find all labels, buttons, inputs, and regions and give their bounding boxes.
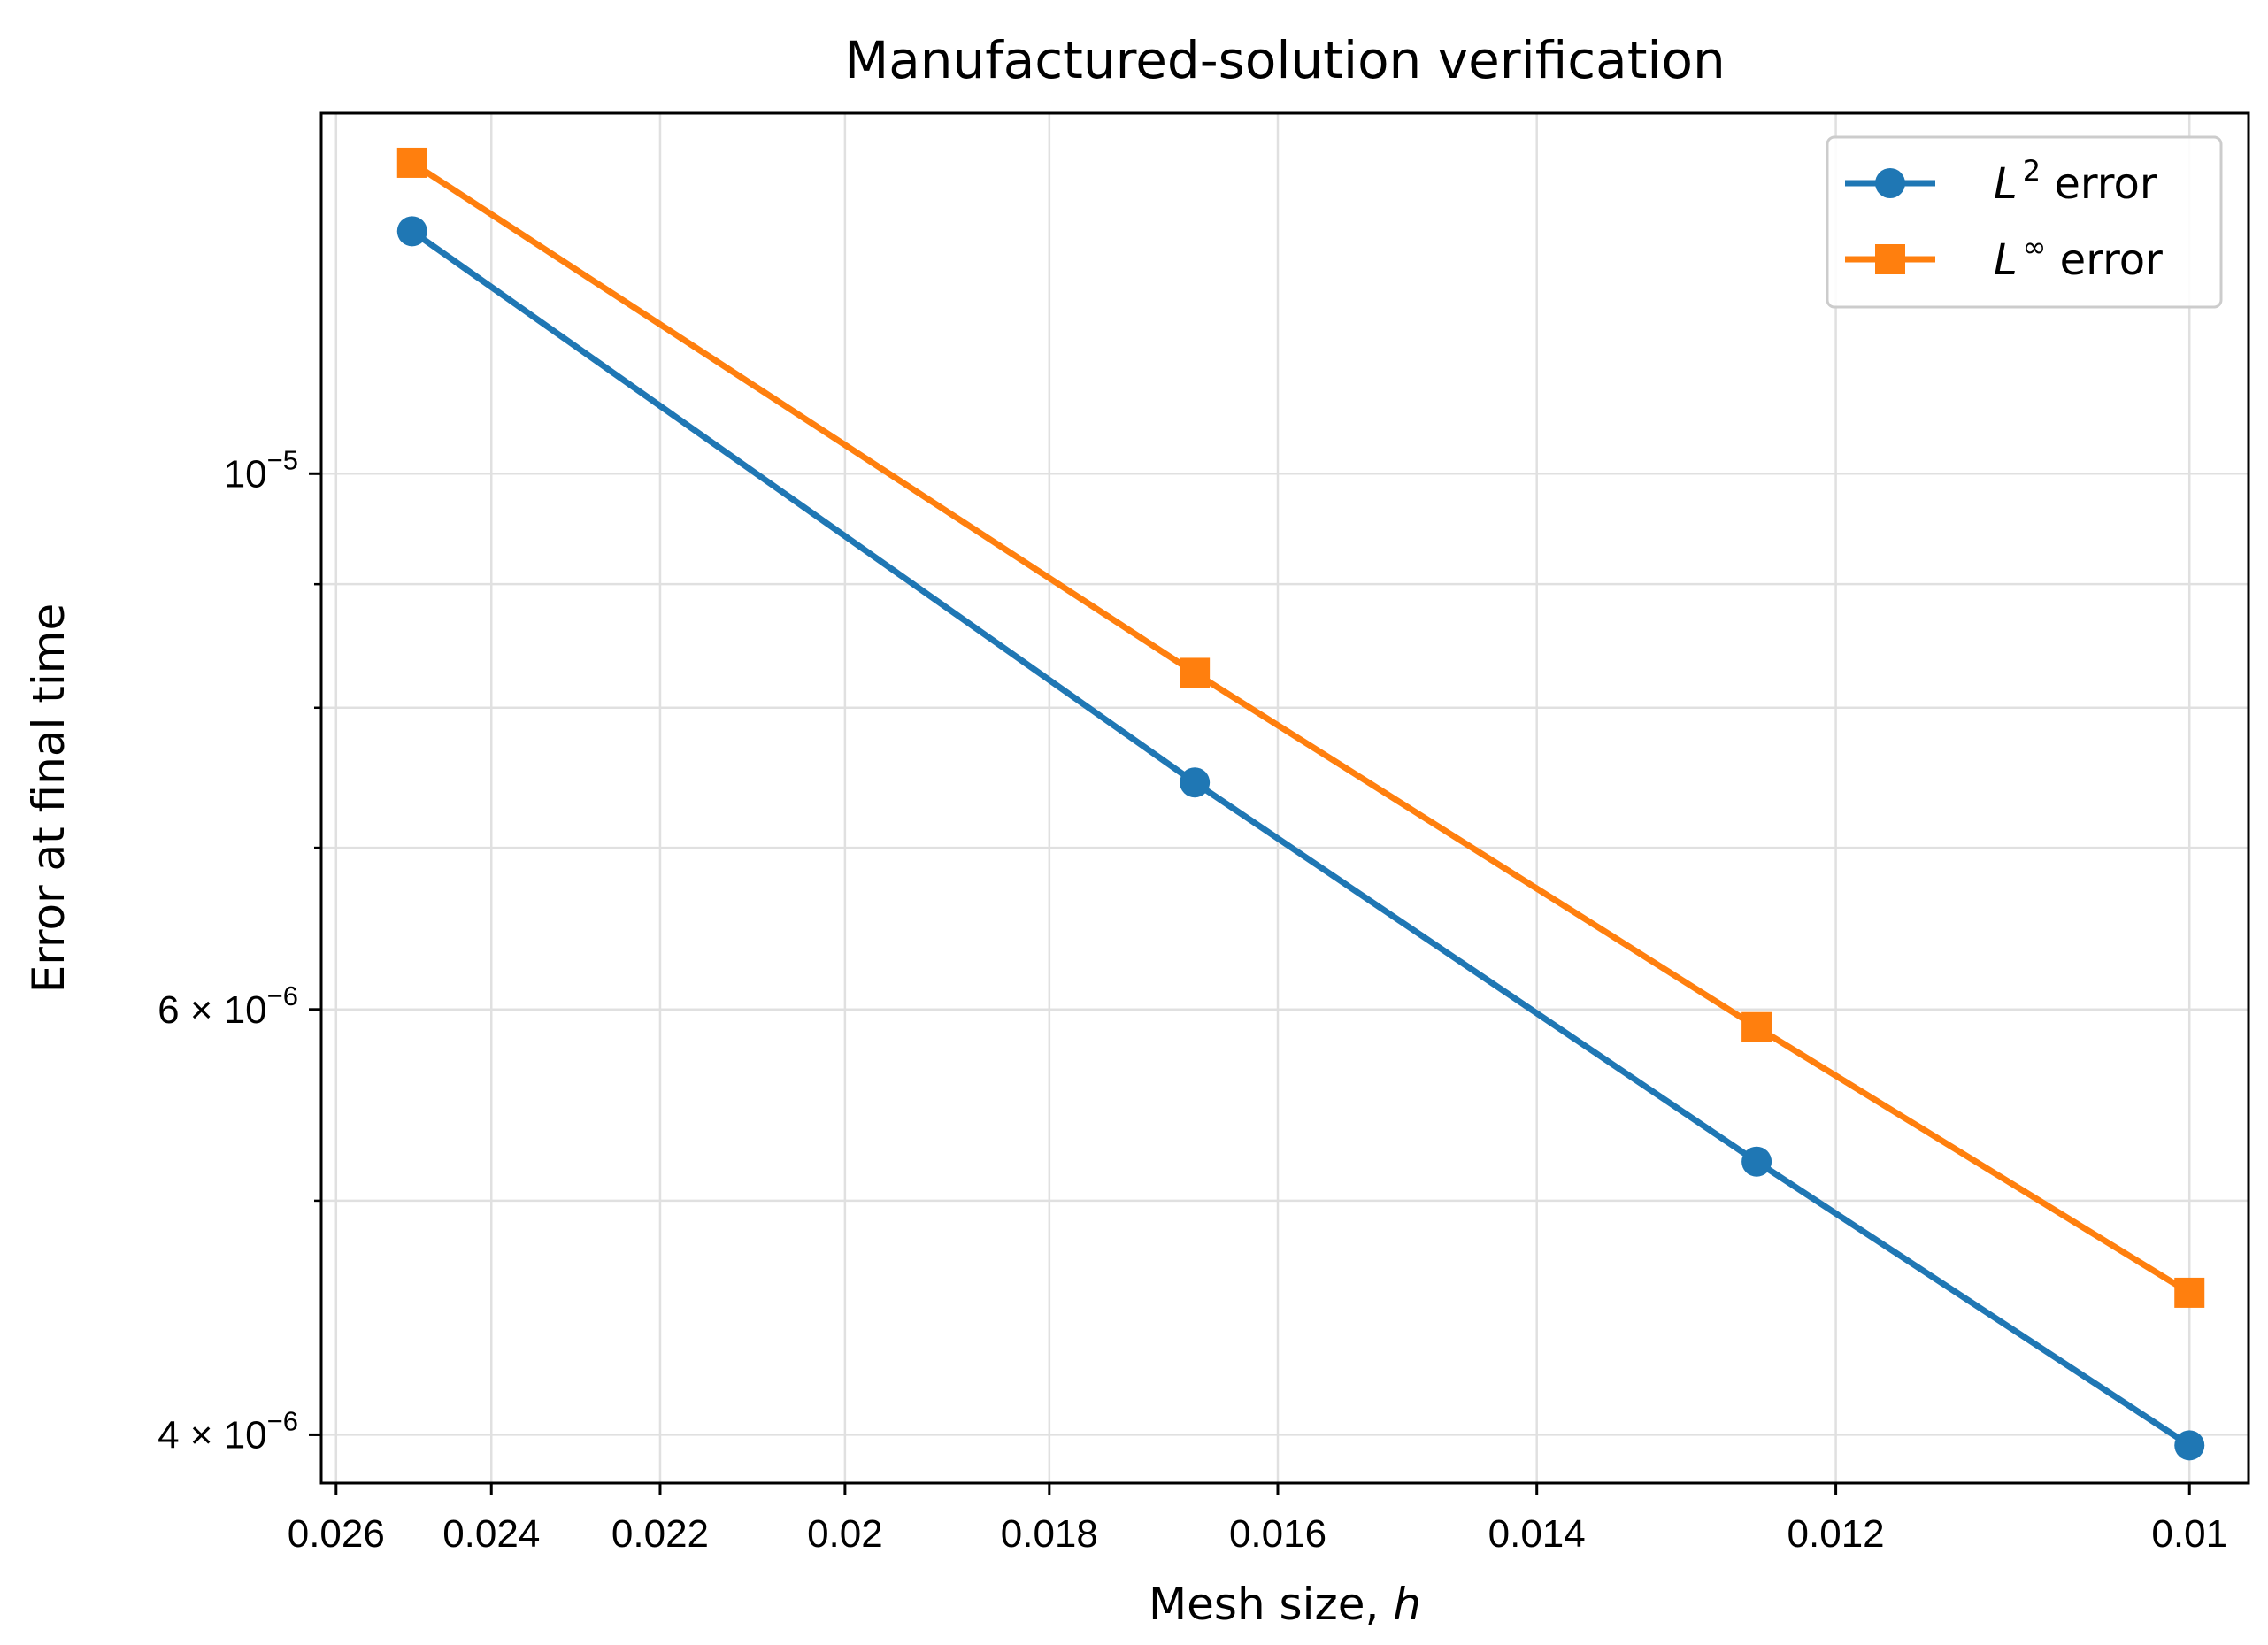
series-layer xyxy=(396,147,2205,1461)
y-axis-label: Error at final time xyxy=(23,603,74,993)
y-tick-label: 4 × 10−6 xyxy=(158,1405,298,1457)
series-line-2 xyxy=(410,160,2192,1295)
x-tick-label: 0.01 xyxy=(2151,1512,2227,1556)
x-tick-label: 0.026 xyxy=(288,1512,385,1556)
series-2-point xyxy=(396,147,427,178)
x-tick-label: 0.024 xyxy=(442,1512,540,1556)
series-1-point xyxy=(396,216,427,247)
series-1-point xyxy=(1180,767,1211,798)
legend-marker-1 xyxy=(1875,168,1905,198)
x-tick-label: 0.02 xyxy=(807,1512,883,1556)
series-1-point xyxy=(1741,1146,1772,1177)
x-axis-label-main: Mesh size, xyxy=(1149,1579,1393,1630)
series-1-point xyxy=(2174,1430,2205,1461)
y-tick-label: 6 × 10−6 xyxy=(158,980,298,1032)
x-tick-label: 0.012 xyxy=(1787,1512,1885,1556)
tick-layer: 0.026 0.024 0.022 0.02 0.018 0.016 0.014 0.012 0… xyxy=(158,444,2227,1556)
grid-layer xyxy=(321,113,2249,1483)
chart-title: Manufactured-solution verification xyxy=(844,30,1726,90)
x-axis-label-var: h xyxy=(1393,1579,1421,1630)
series-line-1 xyxy=(410,228,2192,1449)
series-2-point xyxy=(1741,1011,1772,1042)
x-axis-label: Mesh size, h xyxy=(1149,1579,1421,1630)
legend-marker-2 xyxy=(1875,244,1905,274)
legend-label-2: L ∞ error xyxy=(1994,230,2163,285)
x-tick-label: 0.016 xyxy=(1229,1512,1326,1556)
x-tick-label: 0.022 xyxy=(611,1512,709,1556)
x-tick-label: 0.018 xyxy=(1001,1512,1098,1556)
series-2-point xyxy=(1180,657,1211,688)
legend-box xyxy=(1826,135,2223,309)
plot-frame xyxy=(319,111,2250,1485)
y-tick-label: 10−5 xyxy=(224,444,298,496)
series-2-point xyxy=(2174,1277,2205,1308)
x-tick-label: 0.014 xyxy=(1488,1512,1586,1556)
